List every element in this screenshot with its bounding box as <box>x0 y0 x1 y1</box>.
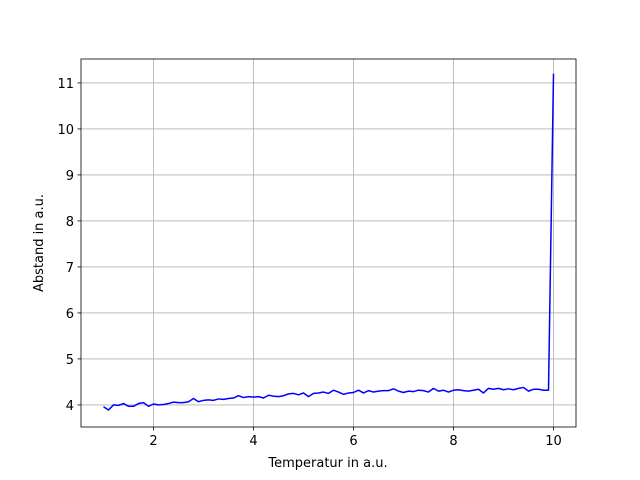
y-tick-label: 8 <box>66 215 74 230</box>
y-axis-label: Abstand in a.u. <box>32 194 47 292</box>
y-tick-label: 9 <box>66 169 74 184</box>
x-tick-label: 8 <box>449 434 457 449</box>
y-tick-label: 5 <box>66 353 74 368</box>
x-tick-label: 4 <box>249 434 257 449</box>
y-tick-label: 4 <box>66 399 74 414</box>
x-axis-label: Temperatur in a.u. <box>267 456 387 471</box>
x-tick-label: 6 <box>349 434 357 449</box>
y-tick-label: 7 <box>66 261 74 276</box>
y-tick-label: 10 <box>57 123 74 138</box>
plot-frame <box>80 58 577 428</box>
x-tick-label: 10 <box>545 434 562 449</box>
data-line <box>103 73 555 411</box>
y-tick-label: 11 <box>57 77 74 92</box>
x-tick-label: 2 <box>149 434 157 449</box>
y-tick-label: 6 <box>66 307 74 322</box>
